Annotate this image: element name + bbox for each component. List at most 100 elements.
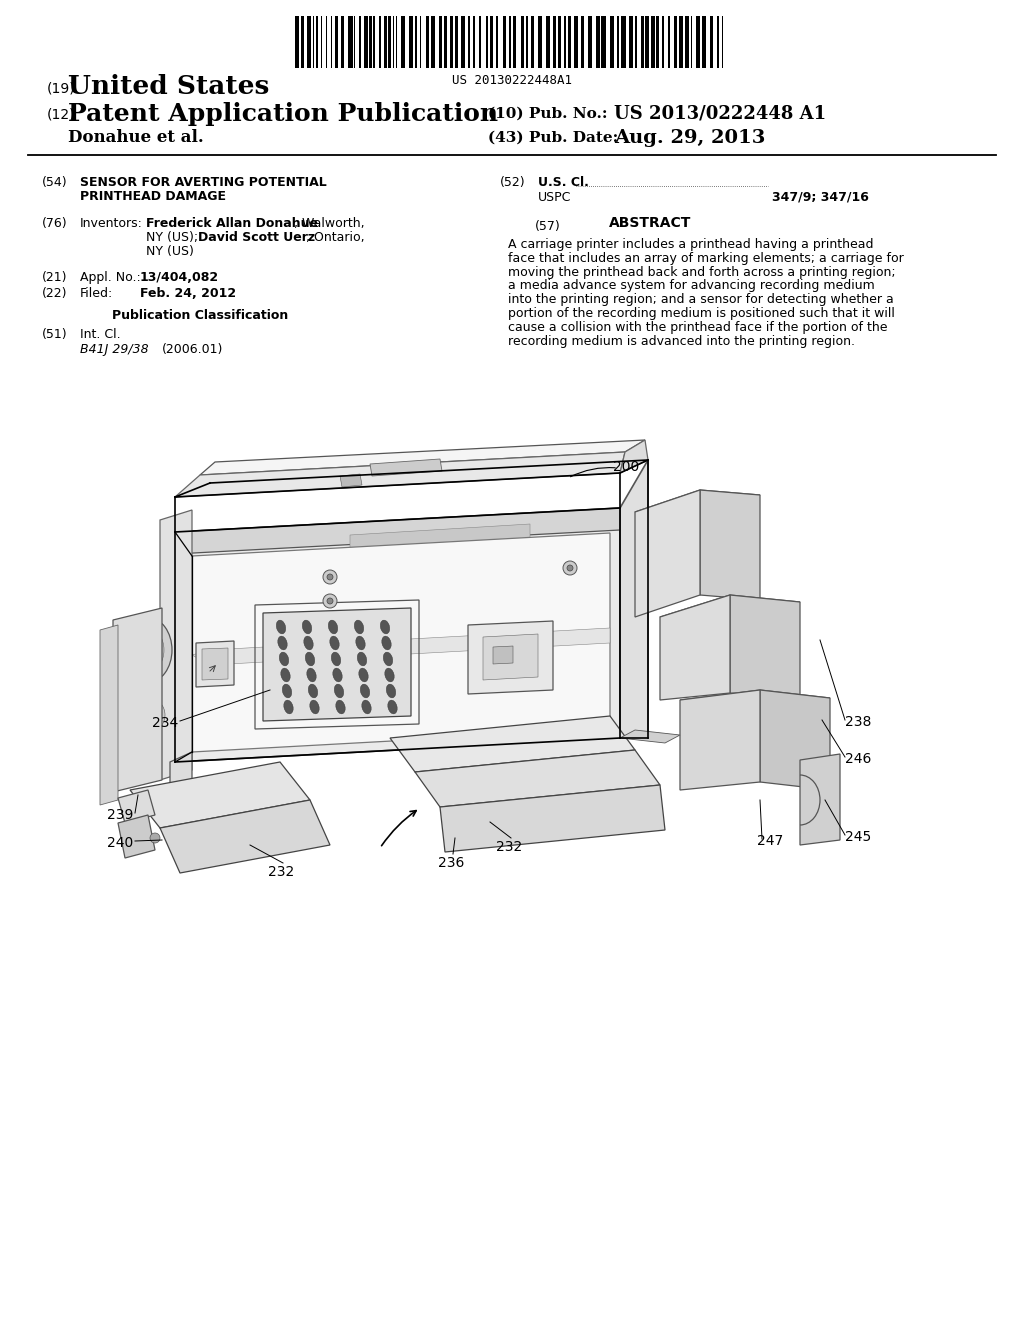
Ellipse shape <box>304 636 313 649</box>
Circle shape <box>323 570 337 583</box>
Bar <box>353 16 355 69</box>
Text: (54): (54) <box>42 176 68 189</box>
Bar <box>315 16 318 69</box>
Bar <box>656 16 658 69</box>
Ellipse shape <box>332 652 341 665</box>
Polygon shape <box>100 624 118 805</box>
Polygon shape <box>118 789 155 822</box>
Bar <box>321 16 322 69</box>
Text: (12): (12) <box>47 108 76 121</box>
Bar <box>557 16 561 69</box>
Text: face that includes an array of marking elements; a carriage for: face that includes an array of marking e… <box>508 252 904 265</box>
Bar <box>662 16 665 69</box>
Polygon shape <box>760 690 830 789</box>
Polygon shape <box>118 814 155 858</box>
Circle shape <box>150 833 160 843</box>
Bar <box>509 16 511 69</box>
Ellipse shape <box>333 668 342 682</box>
Bar <box>645 16 649 69</box>
Bar <box>307 16 310 69</box>
Bar <box>359 16 360 69</box>
Circle shape <box>323 594 337 609</box>
Text: 240: 240 <box>106 836 133 850</box>
Text: Appl. No.:: Appl. No.: <box>80 271 140 284</box>
Polygon shape <box>370 459 442 477</box>
Ellipse shape <box>132 628 164 672</box>
Text: US 2013/0222448 A1: US 2013/0222448 A1 <box>614 106 826 123</box>
Text: (19): (19) <box>47 81 76 95</box>
Bar <box>675 16 677 69</box>
Polygon shape <box>620 459 648 738</box>
Text: , Walworth,: , Walworth, <box>294 216 365 230</box>
Bar <box>301 16 304 69</box>
Text: 245: 245 <box>845 830 871 843</box>
Polygon shape <box>263 609 411 721</box>
Ellipse shape <box>336 700 345 714</box>
Ellipse shape <box>141 700 165 730</box>
Bar <box>331 16 332 69</box>
Bar <box>468 16 470 69</box>
Bar <box>635 16 637 69</box>
Ellipse shape <box>283 684 292 698</box>
Polygon shape <box>193 628 610 665</box>
Polygon shape <box>680 690 830 708</box>
Polygon shape <box>390 715 635 772</box>
Text: 13/404,082: 13/404,082 <box>140 271 219 284</box>
Text: B41J 29/38: B41J 29/38 <box>80 343 148 356</box>
Bar <box>392 16 394 69</box>
Bar <box>479 16 481 69</box>
Polygon shape <box>660 595 800 624</box>
Polygon shape <box>160 510 193 780</box>
Text: 247: 247 <box>757 834 783 847</box>
Text: US 20130222448A1: US 20130222448A1 <box>452 74 572 87</box>
Bar <box>553 16 556 69</box>
Ellipse shape <box>281 668 290 682</box>
Ellipse shape <box>330 636 339 649</box>
Bar <box>610 16 613 69</box>
Bar <box>341 16 344 69</box>
Bar <box>651 16 655 69</box>
Bar <box>503 16 506 69</box>
Ellipse shape <box>305 652 314 665</box>
Text: (52): (52) <box>500 176 525 189</box>
Bar <box>641 16 644 69</box>
Ellipse shape <box>329 620 338 634</box>
Bar <box>679 16 683 69</box>
Text: Donahue et al.: Donahue et al. <box>68 129 204 147</box>
Text: (76): (76) <box>42 216 68 230</box>
Bar <box>409 16 413 69</box>
Ellipse shape <box>310 700 319 714</box>
Bar <box>601 16 605 69</box>
Ellipse shape <box>276 620 286 634</box>
Ellipse shape <box>386 684 395 698</box>
Polygon shape <box>700 490 760 601</box>
Text: 347/9; 347/16: 347/9; 347/16 <box>772 191 869 205</box>
Text: United States: United States <box>68 74 269 99</box>
Text: U.S. Cl.: U.S. Cl. <box>538 176 589 189</box>
Bar <box>616 16 618 69</box>
Text: into the printing region; and a sensor for detecting whether a: into the printing region; and a sensor f… <box>508 293 894 306</box>
Text: 232: 232 <box>496 840 522 854</box>
Bar <box>668 16 670 69</box>
Polygon shape <box>193 533 610 752</box>
Polygon shape <box>160 800 330 873</box>
Text: , Ontario,: , Ontario, <box>306 231 365 244</box>
Text: (10) Pub. No.:: (10) Pub. No.: <box>488 107 607 121</box>
Text: cause a collision with the printhead face if the portion of the: cause a collision with the printhead fac… <box>508 321 888 334</box>
Ellipse shape <box>360 684 370 698</box>
Polygon shape <box>202 648 228 680</box>
Text: 238: 238 <box>845 715 871 729</box>
Polygon shape <box>620 440 648 473</box>
Ellipse shape <box>357 652 367 665</box>
Text: (2006.01): (2006.01) <box>162 343 223 356</box>
Bar <box>690 16 692 69</box>
Bar <box>384 16 387 69</box>
Bar <box>722 16 723 69</box>
Bar <box>564 16 565 69</box>
Polygon shape <box>493 645 513 664</box>
Bar <box>496 16 498 69</box>
Bar <box>443 16 446 69</box>
Bar <box>568 16 570 69</box>
Text: portion of the recording medium is positioned such that it will: portion of the recording medium is posit… <box>508 308 895 319</box>
Bar <box>395 16 397 69</box>
